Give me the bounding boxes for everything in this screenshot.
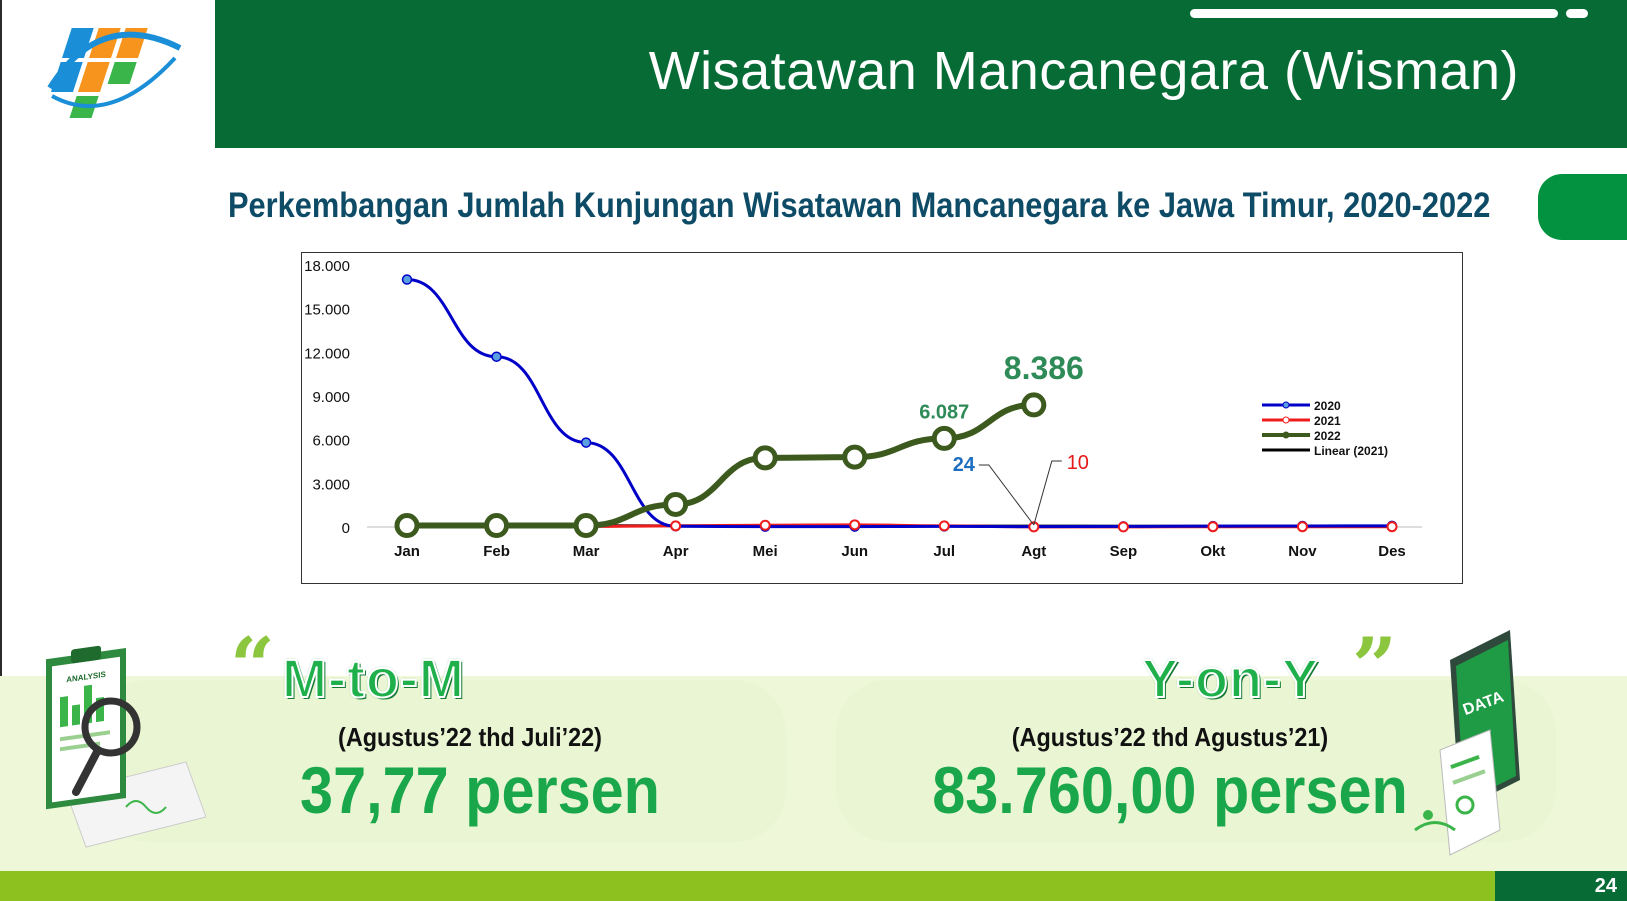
legend-entry: 2020 (1314, 399, 1341, 413)
mtom-title: M-to-M (281, 648, 465, 710)
quote-close-mark: ” (1352, 621, 1397, 712)
series-2021-point (1386, 521, 1398, 533)
data-label-2021-agt: 10 (1067, 452, 1089, 474)
series-2022-point (484, 513, 510, 539)
y-tick-label: 15.000 (304, 302, 350, 319)
series-2021-point (670, 520, 682, 532)
series-2021-point (759, 519, 771, 531)
side-tab (1538, 174, 1627, 240)
left-edge-line (0, 0, 2, 901)
legend-entry: 2022 (1314, 429, 1341, 443)
yony-value: 83.760,00 persen (932, 753, 1408, 827)
yony-panel (836, 680, 1556, 842)
x-tick-label: Des (1378, 543, 1406, 560)
series-2021-point (849, 519, 861, 531)
leader-line-2020 (978, 464, 1035, 526)
series-2022-point (1021, 392, 1047, 418)
y-tick-label: 0 (342, 520, 350, 537)
legend-marker (1282, 416, 1290, 424)
chart-frame: 18.000 15.000 12.000 9.000 6.000 3.000 0 Jan Feb… (301, 252, 1463, 584)
series-2022-point (752, 445, 778, 471)
footer-band (0, 871, 1495, 901)
chart-subtitle: Perkembangan Jumlah Kunjungan Wisatawan … (228, 186, 1491, 225)
x-tick-label: Okt (1200, 543, 1225, 560)
series-2022-point (931, 425, 957, 451)
series-2021-point (1207, 521, 1219, 533)
series-2021-point (1028, 521, 1040, 533)
series-2022-point (663, 491, 689, 517)
header-decor-line (1190, 9, 1558, 18)
data-label-2022-jul: 6.087 (919, 401, 969, 423)
legend-entry: Linear (2021) (1314, 444, 1388, 458)
series-2020-line (406, 278, 1393, 529)
mtom-period: (Agustus’22 thd Juli’22) (338, 722, 602, 752)
series-2020-point (401, 274, 413, 285)
legend-marker (1282, 431, 1290, 439)
series-2021-point (938, 520, 950, 532)
series-2022-point (573, 513, 599, 539)
mtom-value: 37,77 persen (300, 753, 660, 827)
bps-logo (47, 28, 182, 118)
y-tick-label: 9.000 (312, 389, 350, 406)
series-2021-point (1117, 521, 1129, 533)
analysis-illustration-icon: ANALYSIS (46, 645, 206, 848)
y-tick-label: 12.000 (304, 345, 350, 362)
data-label-2022-agt: 8.386 (1004, 350, 1084, 386)
legend-entry: 2021 (1314, 414, 1341, 428)
series-2021-point (1296, 521, 1308, 533)
x-tick-label: Mei (753, 543, 778, 560)
series-2020-point (491, 351, 502, 362)
yony-period: (Agustus’22 thd Agustus’21) (1011, 722, 1329, 752)
y-tick-label: 6.000 (312, 433, 350, 450)
data-label-2020-agt: 24 (953, 454, 976, 476)
y-tick-label: 3.000 (312, 476, 350, 493)
header-band (215, 0, 1627, 148)
quote-open-mark: “ (230, 621, 275, 712)
series-2022-point (842, 444, 868, 470)
series-2022-point (394, 513, 420, 539)
line-chart: 18.000 15.000 12.000 9.000 6.000 3.000 0 Jan Feb… (304, 258, 1422, 560)
x-tick-label: Apr (663, 543, 689, 560)
yony-title: Y-on-Y (1141, 648, 1319, 710)
page-number-box: 24 (1495, 871, 1627, 901)
x-tick-label: Jun (841, 543, 868, 560)
leader-line-2021 (1033, 460, 1062, 526)
series-2020-point (580, 437, 592, 448)
x-tick-label: Nov (1288, 543, 1317, 560)
y-tick-label: 18.000 (304, 258, 350, 275)
x-tick-label: Jan (394, 543, 420, 560)
mtom-panel (96, 680, 786, 842)
slide-title: Wisatawan Mancanegara (Wisman) (648, 41, 1519, 101)
x-tick-label: Jul (933, 543, 955, 560)
header-decor-dot (1566, 9, 1588, 18)
legend-marker (1282, 401, 1290, 409)
x-tick-label: Feb (483, 543, 510, 560)
x-tick-label: Sep (1110, 543, 1138, 560)
x-tick-label: Agt (1021, 543, 1046, 560)
data-phone-illustration-icon: DATA (1414, 630, 1520, 856)
page-number: 24 (1594, 875, 1617, 897)
x-tick-label: Mar (573, 543, 600, 560)
